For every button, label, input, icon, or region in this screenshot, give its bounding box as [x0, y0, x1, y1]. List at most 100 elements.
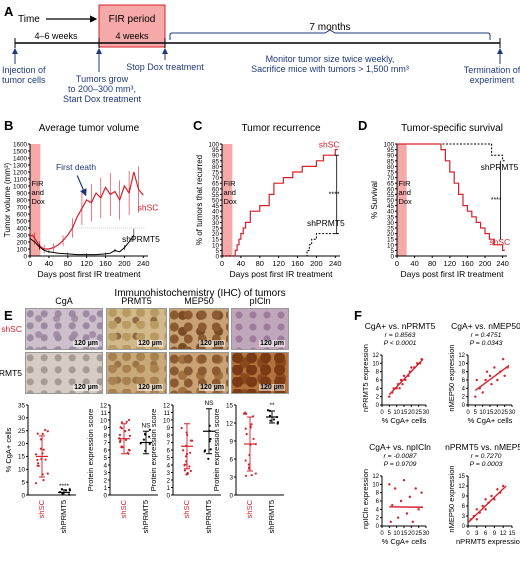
x-tick-label: 0 — [28, 259, 32, 268]
regression-line — [474, 364, 510, 391]
data-point — [396, 516, 400, 519]
x-axis-label: % CgA+ cells — [468, 416, 513, 425]
data-point — [209, 437, 212, 441]
data-point — [475, 508, 478, 511]
y-tick-label: 7 — [103, 440, 107, 447]
data-point — [247, 463, 250, 466]
group-label-shsc: shSC — [37, 499, 46, 518]
y-tick-label: 30 — [18, 415, 26, 422]
y-tick-label: 10 — [387, 242, 395, 249]
annotation-first-death: First death — [56, 162, 96, 172]
y-tick-label: 15 — [18, 454, 26, 461]
x-tick-label: 25 — [501, 410, 508, 416]
y-tick-label: 1300 — [13, 163, 28, 170]
y-axis-label: % Survival — [370, 181, 379, 219]
data-point — [186, 471, 189, 475]
y-tick-label: 6 — [462, 504, 466, 510]
y-tick-label: 5 — [390, 248, 394, 255]
y-tick-label: 15 — [212, 237, 220, 244]
data-point — [124, 430, 127, 433]
y-axis-label: npICln expression — [361, 469, 370, 529]
y-tick-label: 50 — [212, 198, 220, 205]
y-axis-label: Protein expression score — [149, 409, 158, 492]
chart-title: Tumor recurrence — [241, 123, 321, 134]
data-point — [42, 448, 45, 451]
data-point — [128, 434, 132, 437]
x-tick-label: 120 — [272, 259, 285, 268]
data-point — [189, 451, 192, 454]
data-point — [244, 427, 247, 430]
y-tick-label: 60 — [387, 186, 395, 193]
y-tick-label: 35 — [387, 214, 395, 221]
data-point — [128, 418, 131, 422]
y-tick-label: 3 — [166, 470, 170, 477]
data-point — [119, 439, 122, 442]
x-tick-label: 160 — [99, 259, 112, 268]
y-tick-label: 15 — [458, 474, 465, 480]
y-tick-label: 95 — [212, 147, 220, 154]
significance-label: **** — [329, 192, 340, 199]
ihc-image-shprmt5-prmt5: 120 µm — [106, 352, 167, 394]
y-tick-label: 70 — [212, 175, 220, 182]
data-point — [181, 449, 185, 452]
fir-band — [397, 144, 407, 256]
ihc-image-shsc-mep50: 120 µm — [169, 308, 229, 350]
ihc-row-label-shprmt5: shPRMT5 — [0, 368, 22, 378]
segment-label-1: 4–6 weeks — [34, 31, 78, 41]
data-point — [125, 420, 128, 423]
data-point — [124, 438, 128, 442]
x-tick-label: 15 — [401, 531, 408, 537]
data-point — [180, 426, 183, 430]
scale-bar-label: 120 µm — [73, 340, 99, 347]
ihc-column-label: CgA — [55, 296, 73, 306]
y-tick-label: 30 — [387, 220, 395, 227]
y-tick-label: 5 — [21, 479, 25, 486]
data-point — [120, 421, 123, 424]
y-tick-label: 1000 — [13, 184, 28, 191]
y-tick-label: 4 — [376, 507, 380, 513]
ihc-column-label: MEP50 — [184, 296, 214, 306]
regression-line — [388, 358, 424, 396]
y-tick-label: 12 — [458, 353, 465, 359]
data-point — [209, 448, 212, 451]
significance-label: **** — [491, 197, 502, 204]
y-tick-label: 7 — [166, 440, 170, 447]
y-tick-label: 10 — [458, 361, 465, 367]
y-tick-label: 35 — [212, 214, 220, 221]
scatter-stat-r: r = 0.7270 — [471, 453, 502, 460]
x-tick-label: 240 — [496, 259, 509, 268]
event-termination: Termination of experiment — [464, 65, 520, 85]
y-tick-label: 400 — [16, 226, 27, 233]
fir-label: FIR — [223, 179, 236, 188]
svg-text:Injection of: Injection of — [2, 65, 46, 75]
x-tick-label: 120 — [80, 259, 93, 268]
scatter-title: CgA+ vs. nMEP50 — [451, 321, 520, 331]
ihc-column-label: PRMT5 — [121, 296, 152, 306]
data-point — [183, 463, 186, 466]
scatter-stat-p: P < 0.0001 — [384, 340, 417, 347]
data-point — [485, 370, 489, 373]
y-tick-label: 95 — [387, 147, 395, 154]
y-axis-label: % of tumors that recurred — [195, 155, 204, 245]
data-point — [398, 387, 401, 390]
y-tick-label: 8 — [166, 432, 170, 439]
y-tick-label: 1 — [103, 485, 107, 492]
dot-plot-1: 0 5 10 15 20 25 30 35 % CgA+ cells shSC shPRMT5 ***… — [4, 402, 76, 533]
y-tick-label: 10 — [372, 482, 379, 488]
data-point — [207, 457, 210, 460]
x-tick-label: 15 — [509, 531, 516, 537]
data-point — [388, 483, 391, 486]
data-point — [188, 465, 191, 468]
x-tick-label: 0 — [220, 259, 224, 268]
data-point — [203, 450, 206, 453]
segment-label-2: 4 weeks — [115, 31, 149, 41]
y-tick-label: 75 — [212, 170, 220, 177]
data-point — [191, 439, 194, 442]
event-tumors-grow: Tumors grow to 200–300 mm³, Start Dox tr… — [63, 74, 142, 104]
y-tick-label: 80 — [212, 164, 220, 171]
series-label-shprmt5: shPRMT5 — [122, 234, 160, 244]
y-tick-label: 25 — [212, 226, 220, 233]
data-point — [503, 374, 506, 378]
